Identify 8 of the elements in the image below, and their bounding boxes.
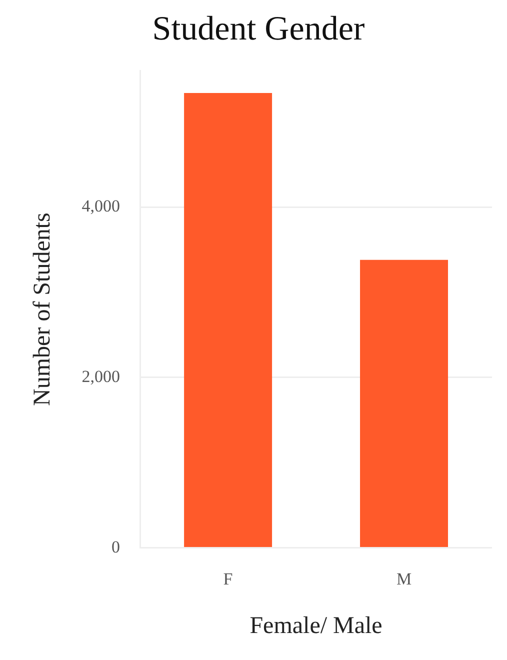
y-tick-label: 4,000 [82,196,120,216]
y-tick-label: 2,000 [82,366,120,386]
chart-title: Student Gender [152,10,366,48]
y-axis-title: Number of Students [30,212,56,406]
x-tick-label: F [223,569,233,588]
y-tick-label: 0 [112,537,120,556]
x-tick-label: M [396,569,412,588]
x-axis-title: Female/ Male [250,612,382,639]
